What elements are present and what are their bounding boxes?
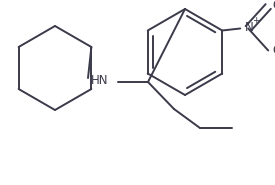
Text: +: + <box>252 16 260 25</box>
Text: O: O <box>273 0 275 12</box>
Text: HN: HN <box>91 75 109 88</box>
Text: O: O <box>273 44 275 57</box>
Text: N: N <box>245 21 254 34</box>
